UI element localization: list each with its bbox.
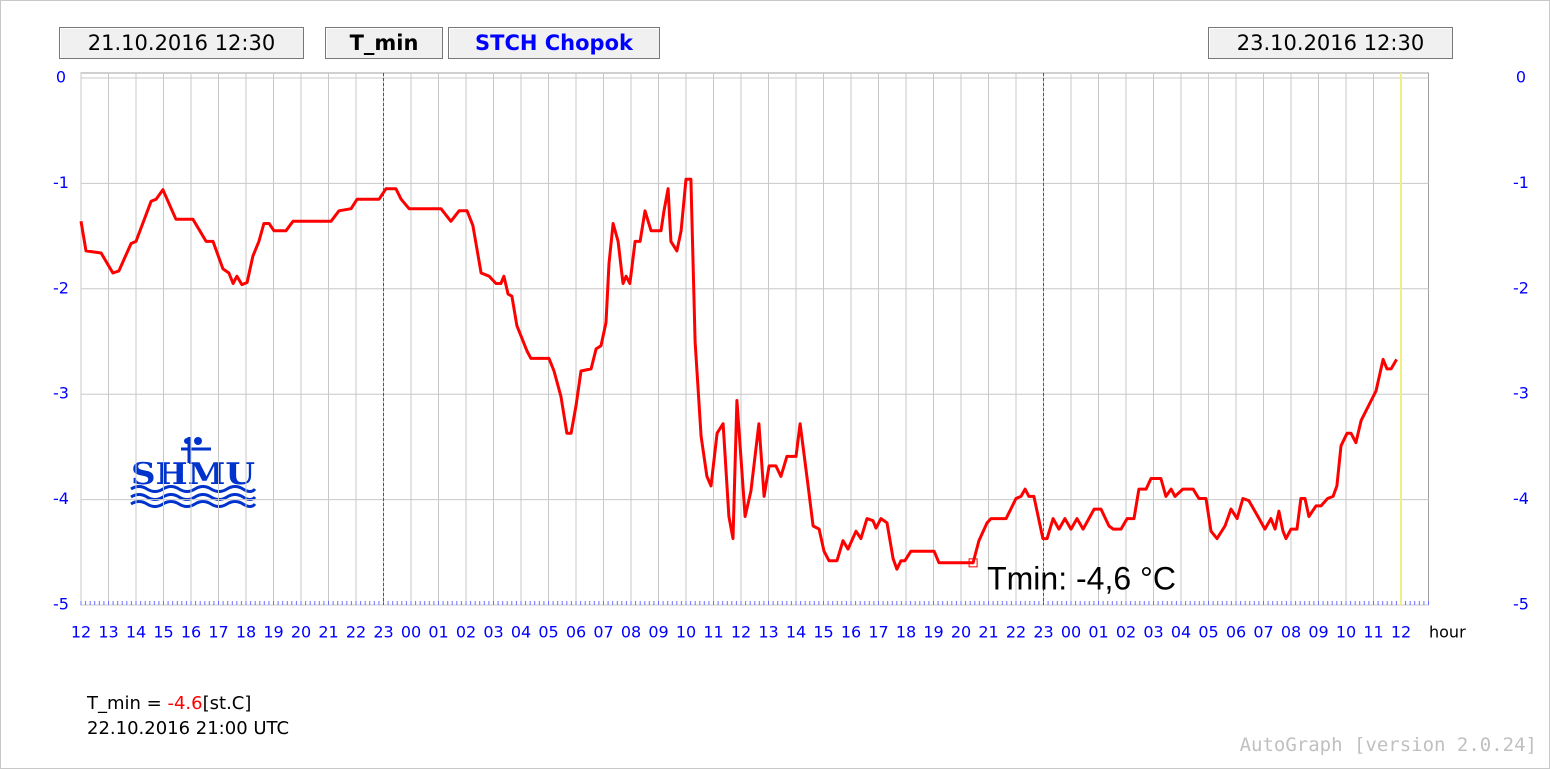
x-tick-label: 17 — [208, 623, 228, 642]
station[interactable]: STCH Chopok — [448, 27, 660, 59]
x-tick-label: 02 — [1116, 623, 1136, 642]
y2-tick-label: -3 — [1513, 384, 1529, 403]
x-tick-label: 05 — [538, 623, 558, 642]
x-tick-label: 14 — [786, 623, 806, 642]
annotation: Tmin: -4,6 °C — [987, 560, 1176, 596]
x-tick-label: 06 — [1226, 623, 1246, 642]
x-tick-label: 15 — [813, 623, 833, 642]
x-tick-label: 03 — [1143, 623, 1163, 642]
x-tick-label: 10 — [676, 623, 696, 642]
x-tick-label: 12 — [1391, 623, 1411, 642]
x-tick-label: 19 — [263, 623, 283, 642]
x-tick-label: 21 — [318, 623, 338, 642]
x-tick-label: 16 — [181, 623, 201, 642]
x-tick-label: 19 — [923, 623, 943, 642]
x-tick-label: 07 — [1253, 623, 1273, 642]
y-tick-label: -5 — [53, 595, 69, 614]
x-tick-label: 06 — [566, 623, 586, 642]
y2-tick-label: 0 — [1516, 68, 1526, 87]
x-tick-label: 11 — [1363, 623, 1383, 642]
x-tick-label: 07 — [593, 623, 613, 642]
y-tick-label: -3 — [53, 384, 69, 403]
x-tick-label: 12 — [71, 623, 91, 642]
x-tick-label: 03 — [483, 623, 503, 642]
y2-tick-label: -2 — [1513, 278, 1529, 297]
y-tick-label: -4 — [53, 489, 69, 508]
x-tick-label: 20 — [951, 623, 971, 642]
x-tick-label: 15 — [153, 623, 173, 642]
x-tick-label: 00 — [1061, 623, 1081, 642]
end-time[interactable]: 23.10.2016 12:30 — [1208, 27, 1453, 59]
x-tick-label: 13 — [98, 623, 118, 642]
x-tick-label: 11 — [703, 623, 723, 642]
x-tick-label: 23 — [1033, 623, 1053, 642]
x-tick-label: 22 — [346, 623, 366, 642]
x-tick-label: 22 — [1006, 623, 1026, 642]
x-tick-label: 01 — [1088, 623, 1108, 642]
x-tick-label: 05 — [1198, 623, 1218, 642]
y-tick-label: 0 — [56, 68, 66, 87]
variable[interactable]: T_min — [325, 27, 443, 59]
footer-value: -4.6 — [167, 693, 203, 714]
x-tick-label: 21 — [978, 623, 998, 642]
logo: SHMU — [130, 437, 257, 508]
y2-tick-label: -1 — [1513, 173, 1529, 192]
min-marker — [968, 558, 978, 568]
x-tick-label: 13 — [758, 623, 778, 642]
x-tick-label: 18 — [236, 623, 256, 642]
footer-unit: [st.C] — [202, 693, 252, 714]
x-tick-label: 16 — [841, 623, 861, 642]
x-unit: hour — [1429, 623, 1466, 642]
x-tick-label: 08 — [1281, 623, 1301, 642]
y2-tick-label: -5 — [1513, 595, 1529, 614]
x-tick-label: 09 — [1308, 623, 1328, 642]
x-tick-label: 17 — [868, 623, 888, 642]
x-tick-label: 01 — [428, 623, 448, 642]
x-tick-label: 18 — [896, 623, 916, 642]
x-tick-label: 04 — [511, 623, 531, 642]
footer-line: T_min = -4.6[st.C] — [87, 693, 251, 714]
version: AutoGraph [version 2.0.24] — [1239, 734, 1537, 756]
x-tick-label: 23 — [373, 623, 393, 642]
x-tick-label: 08 — [621, 623, 641, 642]
x-tick-label: 12 — [731, 623, 751, 642]
minor-ticks — [80, 601, 1429, 605]
y-tick-label: -2 — [53, 278, 69, 297]
y-tick-label: -1 — [53, 173, 69, 192]
x-tick-label: 20 — [291, 623, 311, 642]
x-tick-label: 10 — [1336, 623, 1356, 642]
start-time[interactable]: 21.10.2016 12:30 — [59, 27, 304, 59]
y2-tick-label: -4 — [1513, 489, 1529, 508]
footer-time: 22.10.2016 21:00 UTC — [87, 718, 290, 739]
footer-label: T_min = — [87, 693, 162, 714]
x-tick-label: 09 — [648, 623, 668, 642]
x-tick-label: 04 — [1171, 623, 1191, 642]
x-tick-label: 02 — [456, 623, 476, 642]
x-tick-label: 14 — [126, 623, 146, 642]
data-line — [79, 177, 1398, 571]
x-tick-label: 00 — [401, 623, 421, 642]
